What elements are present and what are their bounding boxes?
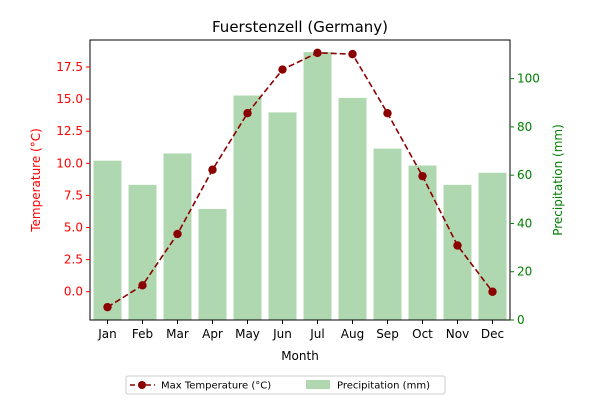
left-axis-label: Temperature (°C) [29,128,43,233]
legend-label-precipitation: Precipitation (mm) [337,381,430,392]
left-y-tick-label: 10.0 [56,156,83,170]
temperature-point [243,109,252,118]
plot-frame [89,39,511,321]
left-y-tick-label: 0.0 [64,285,83,299]
precipitation-bar [198,208,227,320]
temperature-point [418,171,427,181]
temperature-point [103,302,112,312]
x-tick-label: Aug [341,327,364,341]
x-tick-label: Sep [376,327,399,341]
x-tick-label: Feb [132,327,153,341]
x-tick-label: Jul [309,327,324,341]
right-y-tick-label: 100 [517,72,540,86]
x-tick-label: Dec [481,327,504,341]
axes: Jan Feb Mar Apr May Jun Jul Aug Sep Oct Nov Dec 0.0 2… [56,39,540,341]
right-y-tick-label: 20 [517,265,532,279]
precipitation-bar [128,184,157,320]
legend: Max Temperature (°C) Precipitation (mm) [125,375,446,395]
temperature-point [453,241,462,250]
temperature-point [488,287,497,296]
temperature-line [103,48,497,312]
x-tick-label: Nov [446,327,469,341]
x-tick-label: Jan [97,327,117,341]
legend-line-marker [138,381,146,389]
precipitation-bar [268,112,297,321]
precipitation-bar [93,160,122,320]
right-y-tick-label: 0 [517,313,525,327]
precipitation-bars [93,52,507,321]
x-tick-label: May [235,327,260,341]
x-axis-label: Month [281,349,319,363]
legend-bar-swatch [306,380,330,389]
right-y-tick-label: 80 [517,120,532,134]
left-y-tick-label: 7.5 [64,188,83,202]
x-tick-label: Oct [412,327,433,341]
left-y-tick-label: 15.0 [56,92,83,106]
precipitation-bar [303,52,332,320]
left-y-tick-label: 12.5 [56,124,83,138]
temperature-point [138,281,147,290]
precipitation-bar [443,184,472,320]
legend-label-temperature: Max Temperature (°C) [161,381,271,392]
x-tick-label: Mar [166,327,189,341]
precipitation-bar [408,165,437,320]
precipitation-bar [338,97,367,321]
left-y-tick-label: 5.0 [64,221,83,235]
temperature-point [208,165,217,174]
precipitation-bar [478,172,507,320]
x-tick-label: Jun [272,327,292,341]
temperature-line-path [107,52,494,308]
chart-title: Fuerstenzell (Germany) [212,18,388,36]
right-axis-label: Precipitation (mm) [551,124,565,236]
precipitation-bar [233,95,262,320]
left-y-tick-label: 17.5 [56,60,83,74]
temperature-point [313,48,322,58]
right-y-tick-label: 60 [517,168,532,182]
left-y-tick-label: 2.5 [64,253,83,267]
legend-frame [125,375,446,395]
x-tick-label: Apr [202,327,223,341]
precipitation-bar [373,148,402,320]
temperature-point [173,229,182,239]
right-y-tick-label: 40 [517,216,532,230]
temperature-point [348,49,357,59]
temperature-point [278,65,287,74]
temperature-point [383,109,392,118]
